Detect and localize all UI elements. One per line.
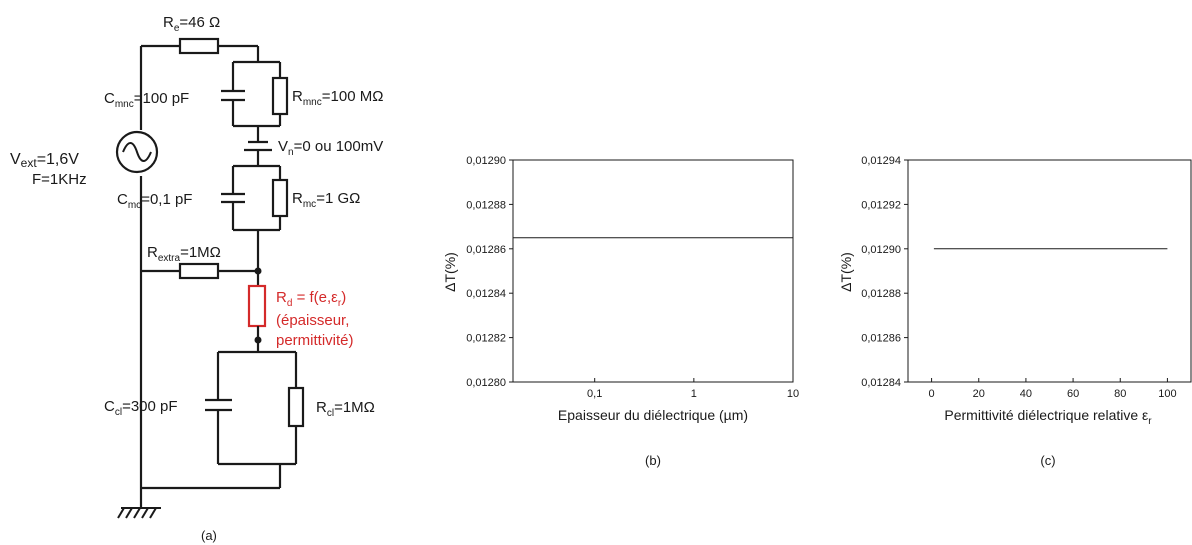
label-rmnc: Rmnc=100 MΩ	[292, 88, 383, 108]
y-tick-label: 0,01292	[861, 199, 901, 211]
x-tick-label: 0	[929, 388, 935, 400]
x-tick-label: 20	[973, 388, 985, 400]
chart-c-xlabel: Permittivité diélectrique relative εr	[944, 407, 1152, 427]
y-tick-label: 0,01288	[861, 288, 901, 300]
resistor-rextra	[178, 262, 220, 280]
circuit-diagram	[139, 37, 305, 508]
junction-node-upper	[254, 267, 262, 275]
ac-source-icon	[115, 130, 159, 176]
label-freq: F=1KHz	[32, 171, 87, 188]
label-vext: Vext=1,6V	[10, 151, 79, 170]
y-tick-label: 0,01290	[861, 244, 901, 256]
x-tick-label: 60	[1067, 388, 1079, 400]
resistor-rd	[247, 284, 267, 328]
chart-b-frame	[512, 159, 794, 383]
label-rcl: Rcl=1MΩ	[316, 399, 375, 419]
ground-icon	[117, 507, 161, 519]
label-re: Re=46 Ω	[163, 14, 220, 34]
chart-b-ylabel: ΔT(%)	[442, 252, 458, 292]
x-tick-label: 40	[1020, 388, 1032, 400]
y-tick-label: 0,01284	[861, 377, 901, 389]
label-cmnc: Cmnc=100 pF	[104, 90, 189, 110]
chart-c-ylabel: ΔT(%)	[838, 252, 854, 292]
y-tick-label: 0,01286	[466, 244, 506, 256]
resistor-rmnc	[271, 76, 289, 116]
x-tick-label: 1	[691, 388, 697, 400]
y-tick-label: 0,01286	[861, 333, 901, 345]
label-ccl: Ccl=300 pF	[104, 398, 178, 418]
x-tick-label: 100	[1158, 388, 1176, 400]
label-cmc: Cmc=0,1 pF	[117, 191, 192, 211]
y-tick-label: 0,01284	[466, 288, 506, 300]
y-tick-label: 0,01290	[466, 155, 506, 167]
label-rextra: Rextra=1MΩ	[147, 244, 221, 264]
caption-c: (c)	[1040, 453, 1055, 468]
junction-node-lower	[254, 336, 262, 344]
x-tick-label: 80	[1114, 388, 1126, 400]
resistor-rcl	[287, 386, 305, 428]
label-rd: Rd = f(e,εr)	[276, 289, 346, 309]
resistor-re	[178, 37, 220, 55]
chart-c: 0,01284 0,01286 0,01288 0,01290 0,01292 0,012…	[838, 155, 1192, 468]
resistor-rmc	[271, 178, 289, 218]
chart-c-frame	[907, 159, 1192, 383]
chart-b: 0,01280 0,01282 0,01284 0,01286 0,01288 0,012…	[442, 155, 799, 468]
label-vn: Vn=0 ou 100mV	[278, 138, 383, 158]
label-rd-thickness: (épaisseur,	[276, 312, 349, 329]
label-rd-permittivity: permittivité)	[276, 332, 354, 349]
y-tick-label: 0,01282	[466, 333, 506, 345]
label-rmc: Rmc=1 GΩ	[292, 190, 360, 210]
y-tick-label: 0,01288	[466, 199, 506, 211]
chart-b-xlabel: Epaisseur du diélectrique (µm)	[558, 407, 748, 423]
caption-a: (a)	[201, 528, 217, 543]
y-tick-label: 0,01294	[861, 155, 901, 167]
y-tick-label: 0,01280	[466, 377, 506, 389]
x-tick-label: 0,1	[587, 388, 602, 400]
caption-b: (b)	[645, 453, 661, 468]
x-tick-label: 10	[787, 388, 799, 400]
